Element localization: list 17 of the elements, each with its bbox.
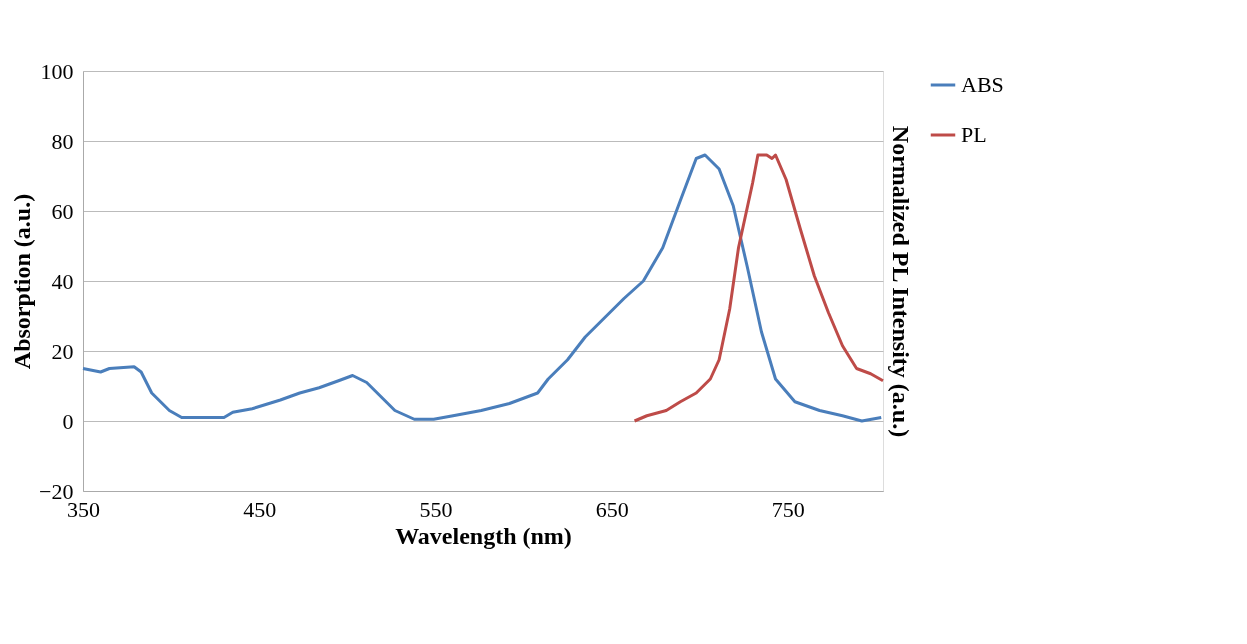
y2-axis-title: Normalized PL Intensity (a.u.): [887, 125, 914, 438]
line-series: [81, 153, 883, 423]
y-tick-label: 80: [51, 128, 74, 154]
y-tick-label: 0: [62, 408, 74, 434]
y-tick-label: 20: [51, 338, 74, 364]
x-tick-label: 750: [771, 496, 805, 522]
x-axis-title: Wavelength (nm): [395, 522, 572, 549]
y-tick-label: 60: [51, 198, 74, 224]
x-tick-label: 650: [595, 496, 629, 522]
legend-label: PL: [961, 122, 987, 147]
x-tick-label: 550: [419, 496, 453, 522]
line-series: [633, 153, 885, 423]
x-tick-label: 450: [243, 496, 277, 522]
y-tick-label: 100: [40, 58, 74, 84]
y-tick-label: 40: [51, 268, 74, 294]
y-axis-title: Absorption (a.u.): [9, 193, 36, 370]
legend-label: ABS: [961, 72, 1004, 97]
